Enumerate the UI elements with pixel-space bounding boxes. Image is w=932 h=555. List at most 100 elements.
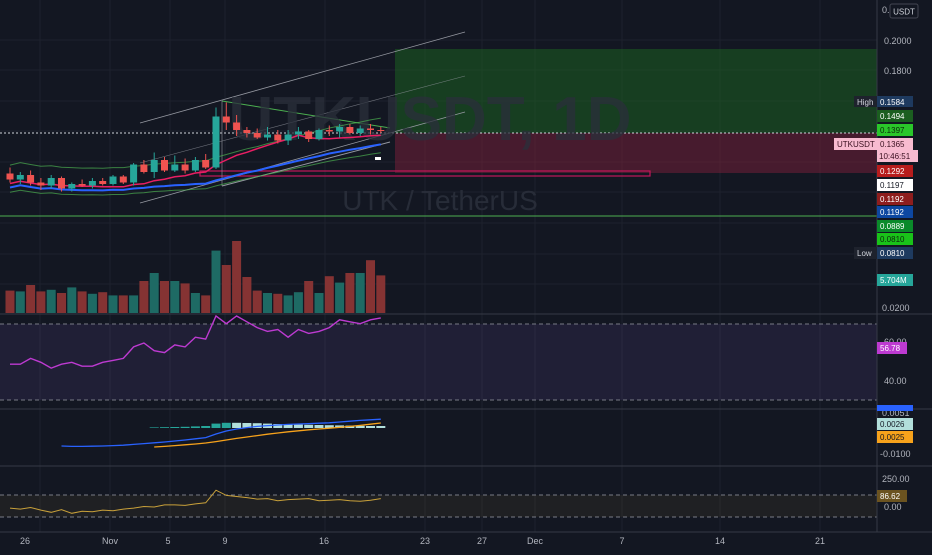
candle-6 xyxy=(68,184,76,189)
volume-bar-26 xyxy=(273,293,283,313)
candle-14 xyxy=(150,160,158,172)
green-level2-label: 0.0810 xyxy=(880,235,905,244)
target-zone xyxy=(395,49,877,133)
price-pane[interactable] xyxy=(6,102,385,196)
candle-8 xyxy=(88,181,96,186)
candle-15 xyxy=(161,160,168,171)
rsi-line xyxy=(10,314,381,369)
volume-bar-24 xyxy=(252,290,262,313)
volume-bar-25 xyxy=(263,293,272,313)
rsi-tick-40: 40.00 xyxy=(884,376,907,386)
drawing-tools[interactable] xyxy=(0,31,877,217)
candle-20 xyxy=(212,116,220,168)
candle-32 xyxy=(336,127,344,132)
cci-band xyxy=(0,495,877,517)
cci-line xyxy=(9,489,381,514)
macd-hist-22 xyxy=(232,422,242,428)
time-tick-10: 21 xyxy=(815,536,825,546)
cci-pane[interactable] xyxy=(9,489,381,514)
time-tick-1: Nov xyxy=(102,536,119,546)
volume-bar-10 xyxy=(108,295,118,313)
macd-hist-27 xyxy=(283,424,293,428)
candle-26 xyxy=(274,134,282,141)
volume-bar-17 xyxy=(180,283,190,313)
stop-marker xyxy=(199,170,651,177)
macd-hist-18 xyxy=(190,426,200,428)
macd-hist-36 xyxy=(376,426,386,428)
green-level-label: 0.0889 xyxy=(880,222,905,231)
cci-tick-250: 250.00 xyxy=(882,474,910,484)
countdown-label: 10:46:51 xyxy=(879,152,911,161)
volume-bar-1 xyxy=(15,291,25,313)
candle-30 xyxy=(315,130,323,139)
triangle-bottom xyxy=(221,141,391,187)
candle-4 xyxy=(47,178,55,186)
volume-bar-5 xyxy=(57,293,66,313)
volume-bar-0 xyxy=(5,290,15,313)
volume-bar-19 xyxy=(201,295,211,313)
volume-bar-3 xyxy=(36,291,46,313)
macd-tick-top: 0.0051 xyxy=(882,408,910,418)
price-labels: High 0.1584 0.1494 0.1397 UTKUSDT 0.1365… xyxy=(834,96,918,502)
channel-mid xyxy=(139,75,466,164)
stop-zone xyxy=(395,133,877,173)
volume-bar-31 xyxy=(324,276,334,313)
red-level-label: 0.1192 xyxy=(880,195,904,204)
macd-hist-29 xyxy=(304,424,314,428)
volume-bar-29 xyxy=(304,281,314,313)
volume-bar-15 xyxy=(160,281,169,313)
candle-12 xyxy=(130,164,138,183)
candle-25 xyxy=(264,134,271,138)
cci-tick-0: 0.00 xyxy=(884,502,902,512)
candle-10 xyxy=(109,176,117,184)
macd-hist-16 xyxy=(170,427,180,428)
mid-line-label: 0.1197 xyxy=(880,181,904,190)
macd-hist-32 xyxy=(335,425,345,428)
watermark-symbol: UTKUSDT, 1D xyxy=(228,85,631,154)
candle-17 xyxy=(181,164,189,171)
macd-pane[interactable] xyxy=(61,418,386,448)
candle-2 xyxy=(27,175,35,183)
volume-bar-9 xyxy=(98,292,108,313)
time-tick-8: 7 xyxy=(619,536,624,546)
channel-top xyxy=(139,31,466,124)
macd-hist-35 xyxy=(366,426,375,428)
volume-bar-22 xyxy=(232,241,242,313)
volume-bar-18 xyxy=(190,293,200,313)
time-axis[interactable]: 26 Nov 5 9 16 23 27 Dec 7 14 21 xyxy=(20,536,825,546)
volume-bar-28 xyxy=(293,292,303,313)
candle-27 xyxy=(284,134,292,141)
candle-33 xyxy=(346,127,354,133)
macd-hist-14 xyxy=(149,427,159,428)
candle-31 xyxy=(325,130,333,132)
volume-bar-7 xyxy=(77,291,87,313)
price-axis[interactable]: 0. USDT 0.2000 0.1800 0.0200 60.00 40.00… xyxy=(876,0,919,532)
volume-last-label: 5.704M xyxy=(880,276,907,285)
macd-hist-19 xyxy=(201,426,211,428)
candle-21 xyxy=(222,116,230,123)
volume-bar-21 xyxy=(221,265,231,313)
volume-bar-34 xyxy=(355,273,365,313)
rsi-pane[interactable] xyxy=(10,314,381,369)
currency-badge[interactable] xyxy=(889,3,919,19)
candle-29 xyxy=(305,131,313,139)
high-value: 0.1584 xyxy=(880,98,905,107)
macd-hist-24 xyxy=(252,423,262,428)
volume-pane[interactable] xyxy=(5,241,386,313)
candle-9 xyxy=(99,181,107,184)
volume-bar-30 xyxy=(314,293,324,313)
volume-bar-27 xyxy=(283,295,293,313)
watermark-subtitle: UTK / TetherUS xyxy=(342,185,538,216)
tick-0.1800: 0.1800 xyxy=(884,66,912,76)
volume-bar-11 xyxy=(118,295,128,313)
volume-bar-16 xyxy=(170,281,180,313)
tick-0.0200: 0.0200 xyxy=(882,303,910,313)
high-title: High xyxy=(857,98,873,107)
volume-bar-14 xyxy=(149,273,159,313)
time-tick-5: 23 xyxy=(420,536,430,546)
macd-tick-low: -0.0100 xyxy=(880,449,911,459)
macd-hist-21 xyxy=(221,422,231,428)
channel-bottom xyxy=(139,111,466,204)
macd-hist-31 xyxy=(324,425,334,428)
